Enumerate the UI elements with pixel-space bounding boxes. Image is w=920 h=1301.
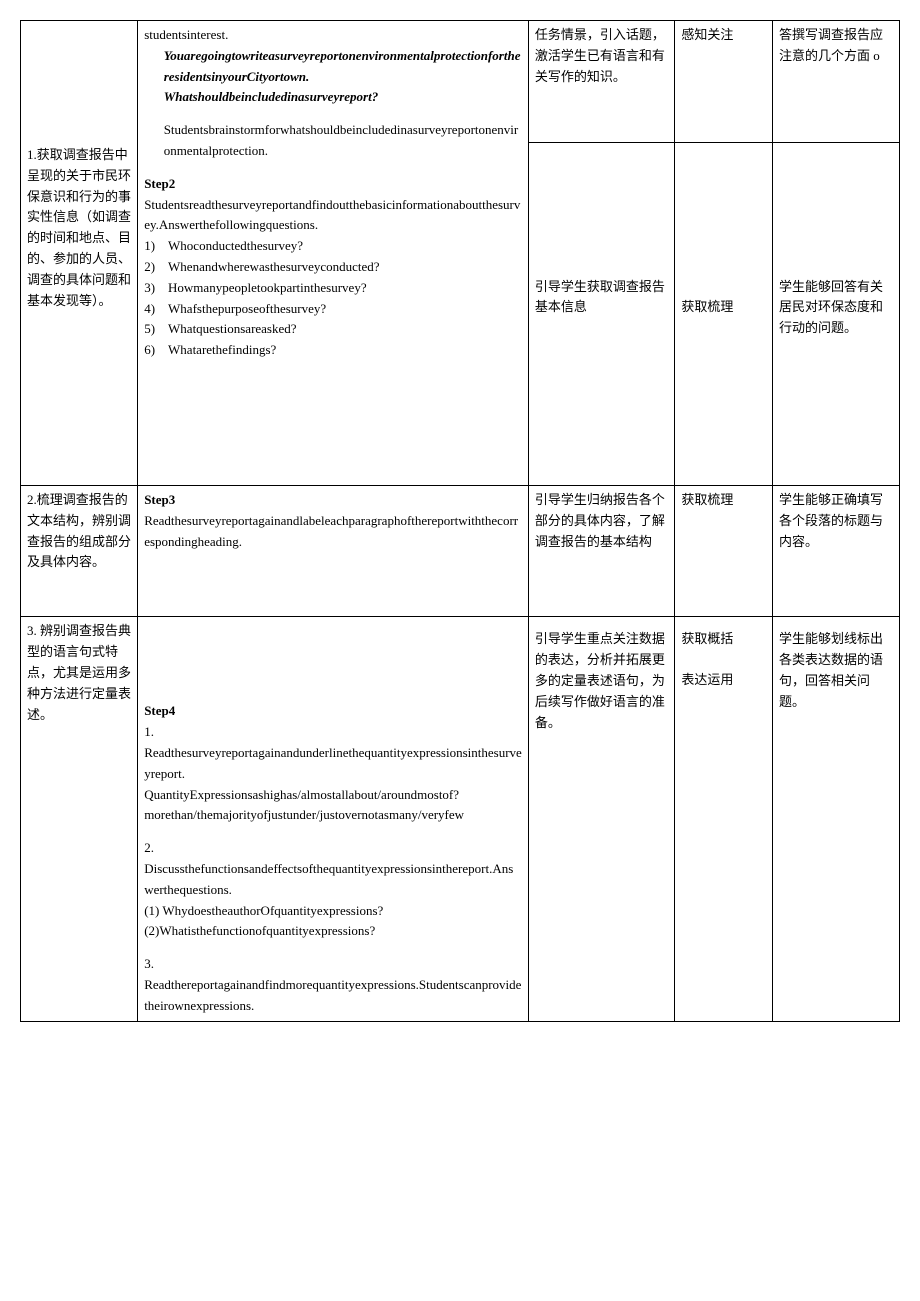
step2-text: Studentsreadthesurveyreportandfindoutthe… — [144, 195, 522, 237]
step4-item3: 3. Readthereportagainandfindmorequantity… — [144, 954, 522, 1016]
objective-1: 1.获取调查报告中呈现的关于市民环保意识和行为的事实性信息（如调查的时间和地点、… — [27, 145, 131, 311]
question-item: 2) Whenandwherewasthesurveyconducted? — [144, 257, 522, 278]
intro-line: studentsinterest. — [144, 25, 522, 46]
purpose-text: 引导学生重点关注数据的表达，分析并拓展更多的定量表述语句，为后续写作做好语言的准… — [535, 629, 669, 733]
evaluation-text-b: 学生能够回答有关居民对环保态度和行动的问题。 — [779, 277, 893, 339]
prompt-italic-1: Youaregoingtowriteasurveyreportonenviron… — [144, 46, 522, 88]
level-text-b: 获取梳理 — [681, 297, 766, 318]
lesson-plan-table: 1.获取调查报告中呈现的关于市民环保意识和行为的事实性信息（如调查的时间和地点、… — [20, 20, 900, 1022]
spacer — [144, 361, 522, 481]
step4-item1-sub: QuantityExpressionsashighas/almostallabo… — [144, 785, 522, 827]
level-cell-a: 感知关注 — [675, 21, 773, 143]
purpose-text-b: 引导学生获取调查报告基本信息 — [535, 277, 669, 319]
purpose-cell: 引导学生归纳报告各个部分的具体内容，了解调查报告的基本结构 — [528, 485, 675, 616]
purpose-cell: 引导学生重点关注数据的表达，分析并拓展更多的定量表述语句，为后续写作做好语言的准… — [528, 617, 675, 1021]
step4-item2: 2. Discussthefunctionsandeffectsofthequa… — [144, 838, 522, 900]
step4-heading: Step4 — [144, 701, 522, 722]
table-row: 3. 辨别调查报告典型的语言句式特点，尤其是运用多种方法进行定量表述。 Step… — [21, 617, 900, 1021]
evaluation-cell: 学生能够划线标出各类表达数据的语句，回答相关问题。 — [773, 617, 900, 1021]
level-cell: 获取梳理 — [675, 485, 773, 616]
step4-item1: 1. Readthesurveyreportagainandunderlinet… — [144, 722, 522, 784]
spacer — [144, 621, 522, 701]
purpose-cell-b: 引导学生获取调查报告基本信息 — [528, 142, 675, 485]
objective-cell: 2.梳理调查报告的文本结构，辨别调查报告的组成部分及具体内容。 — [21, 485, 138, 616]
level-cell-b: 获取梳理 — [675, 142, 773, 485]
objective-cell: 1.获取调查报告中呈现的关于市民环保意识和行为的事实性信息（如调查的时间和地点、… — [21, 21, 138, 486]
question-num: 1) — [144, 236, 168, 257]
step4-item2-sub: (1) WhydoestheauthorOfquantityexpression… — [144, 901, 522, 943]
activity-cell: Step4 1. Readthesurveyreportagainandunde… — [138, 617, 529, 1021]
question-num: 2) — [144, 257, 168, 278]
purpose-cell-a: 任务情景，引入话题，激活学生已有语言和有关写作的知识。 — [528, 21, 675, 143]
question-num: 3) — [144, 278, 168, 299]
evaluation-text: 学生能够划线标出各类表达数据的语句，回答相关问题。 — [779, 629, 893, 712]
question-text: Whenandwherewasthesurveyconducted? — [168, 257, 522, 278]
objective-cell: 3. 辨别调查报告典型的语言句式特点，尤其是运用多种方法进行定量表述。 — [21, 617, 138, 1021]
step2-heading: Step2 — [144, 174, 522, 195]
prompt-italic-2: Whatshouldbeincludedinasurveyreport? — [144, 87, 522, 108]
evaluation-cell-b: 学生能够回答有关居民对环保态度和行动的问题。 — [773, 142, 900, 485]
question-text: Whafsthepurposeofthesurvey? — [168, 299, 522, 320]
question-item: 3) Howmanypeopletookpartinthesurvey? — [144, 278, 522, 299]
question-num: 6) — [144, 340, 168, 361]
level-cell: 获取概括 表达运用 — [675, 617, 773, 1021]
brainstorm-text: Studentsbrainstormforwhatshouldbeinclude… — [144, 120, 522, 162]
table-row: 2.梳理调查报告的文本结构，辨别调查报告的组成部分及具体内容。 Step3 Re… — [21, 485, 900, 616]
question-num: 4) — [144, 299, 168, 320]
step3-text: Readthesurveyreportagainandlabeleachpara… — [144, 511, 522, 553]
question-item: 6) Whatarethefindings? — [144, 340, 522, 361]
question-text: Whatarethefindings? — [168, 340, 522, 361]
question-item: 5) Whatquestionsareasked? — [144, 319, 522, 340]
question-item: 1) Whoconductedthesurvey? — [144, 236, 522, 257]
evaluation-cell-a: 答撰写调查报告应注意的几个方面 o — [773, 21, 900, 143]
activity-cell: Step3 Readthesurveyreportagainandlabelea… — [138, 485, 529, 616]
question-text: Whoconductedthesurvey? — [168, 236, 522, 257]
question-item: 4) Whafsthepurposeofthesurvey? — [144, 299, 522, 320]
activity-cell: studentsinterest. Youaregoingtowriteasur… — [138, 21, 529, 486]
question-num: 5) — [144, 319, 168, 340]
evaluation-cell: 学生能够正确填写各个段落的标题与内容。 — [773, 485, 900, 616]
question-text: Whatquestionsareasked? — [168, 319, 522, 340]
step3-heading: Step3 — [144, 490, 522, 511]
question-text: Howmanypeopletookpartinthesurvey? — [168, 278, 522, 299]
table-row: 1.获取调查报告中呈现的关于市民环保意识和行为的事实性信息（如调查的时间和地点、… — [21, 21, 900, 143]
spacer — [144, 552, 522, 612]
level-text-b: 表达运用 — [681, 670, 766, 691]
level-text-a: 获取概括 — [681, 629, 766, 650]
